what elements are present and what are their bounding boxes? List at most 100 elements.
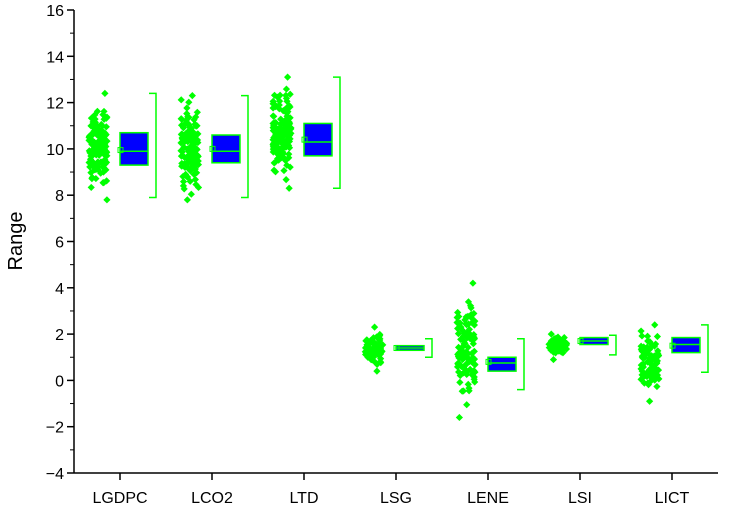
data-point — [655, 375, 663, 383]
data-point — [190, 116, 198, 124]
data-point — [551, 349, 560, 357]
data-point — [184, 173, 192, 181]
data-point — [188, 92, 196, 100]
data-point — [547, 330, 555, 338]
data-point — [467, 304, 475, 312]
data-point — [459, 355, 467, 363]
y-tick-label: 10 — [46, 142, 64, 159]
data-point — [281, 156, 290, 165]
box-lene — [485, 337, 525, 391]
data-point — [454, 308, 462, 317]
data-point — [283, 97, 291, 105]
data-point — [269, 100, 277, 108]
data-point — [97, 158, 105, 166]
data-point — [376, 330, 384, 339]
data-point — [100, 130, 108, 138]
data-point — [459, 369, 468, 377]
data-point — [101, 89, 109, 97]
data-point — [191, 120, 200, 129]
data-point — [460, 340, 468, 348]
data-point — [644, 381, 653, 389]
data-point — [467, 331, 475, 339]
data-point — [456, 378, 464, 387]
data-point — [193, 108, 201, 116]
data-point — [557, 337, 565, 345]
y-tick-label: 14 — [46, 49, 64, 66]
data-point — [462, 321, 471, 329]
data-point — [470, 321, 479, 329]
data-point — [273, 129, 281, 137]
data-point — [286, 120, 294, 128]
data-point — [545, 344, 553, 352]
y-tick-label: 2 — [55, 327, 64, 344]
data-point — [271, 119, 279, 127]
data-point — [95, 151, 103, 159]
whisker-bracket — [149, 92, 157, 199]
whisker-bracket — [517, 337, 525, 391]
data-point — [98, 122, 106, 130]
box-body — [211, 134, 241, 164]
x-tick-label: LTD — [289, 490, 318, 507]
data-point — [270, 122, 278, 130]
x-tick-label: LGDPC — [92, 490, 147, 507]
data-point — [286, 114, 294, 122]
x-tick-label: LCO2 — [191, 490, 233, 507]
data-point — [371, 349, 379, 357]
data-point — [94, 145, 102, 154]
whisker-bracket — [701, 324, 709, 374]
data-point — [87, 183, 95, 192]
data-point — [637, 327, 645, 335]
data-point — [560, 334, 568, 342]
data-point — [88, 152, 96, 160]
data-point — [192, 159, 200, 168]
data-point — [455, 361, 463, 369]
data-point — [643, 368, 651, 376]
data-point — [92, 143, 101, 151]
data-point — [276, 91, 284, 99]
data-point — [561, 339, 570, 347]
data-point — [373, 367, 381, 375]
data-point — [102, 177, 111, 185]
data-point — [465, 333, 474, 341]
data-point — [271, 168, 280, 176]
data-point — [364, 344, 372, 352]
data-point — [469, 279, 477, 287]
box-lgdpc — [117, 92, 157, 199]
data-point — [283, 108, 291, 116]
y-tick-label: −4 — [46, 466, 64, 483]
data-point — [270, 112, 278, 121]
data-point — [103, 137, 111, 145]
data-point — [100, 115, 108, 123]
x-tick-label: LSI — [568, 490, 592, 507]
data-point — [638, 371, 646, 379]
data-point — [460, 330, 469, 338]
data-point — [100, 150, 109, 158]
data-point — [552, 334, 560, 342]
data-point — [652, 340, 660, 348]
data-point — [375, 342, 383, 350]
data-point — [637, 365, 645, 373]
data-point — [192, 180, 200, 189]
data-point — [651, 321, 659, 329]
data-point — [177, 121, 186, 129]
data-point — [644, 358, 652, 366]
data-point — [282, 85, 291, 93]
data-point — [455, 413, 463, 422]
data-point — [463, 401, 471, 409]
data-point — [277, 116, 285, 124]
data-point — [178, 130, 186, 138]
data-point — [547, 346, 555, 354]
box-ltd — [301, 76, 341, 190]
mean-marker — [485, 358, 492, 365]
data-point — [464, 298, 473, 306]
data-point — [458, 351, 466, 359]
data-point — [639, 361, 647, 369]
labels-layer: −4 −2 0 2 4 6 8 10 12 14 16 LGDPC LCO2 LTD LSG LENE LSI L… — [46, 3, 690, 507]
data-point — [454, 350, 462, 358]
data-point — [465, 387, 473, 395]
data-point — [649, 362, 657, 370]
data-point — [643, 332, 652, 340]
data-point — [277, 132, 285, 140]
y-tick-label: 0 — [55, 373, 64, 390]
data-point — [463, 368, 471, 376]
